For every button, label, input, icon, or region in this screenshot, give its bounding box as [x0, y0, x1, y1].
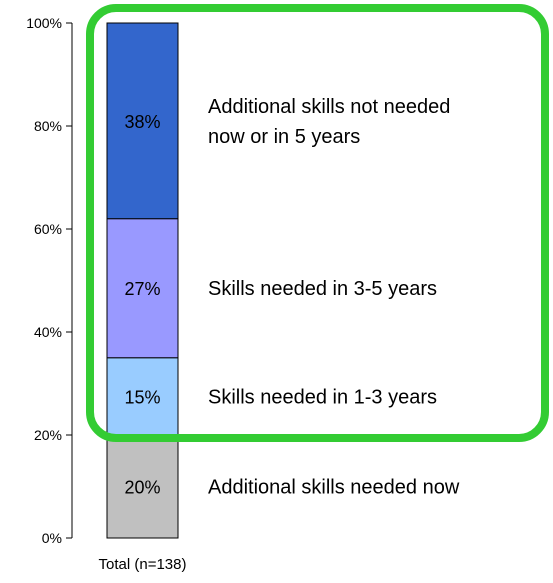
x-category-label: Total (n=138): [99, 556, 187, 573]
highlight-box: [86, 4, 549, 442]
annotation-3-line-1: Skills needed in 1-3 years: [208, 386, 437, 408]
data-label-2: 15%: [124, 387, 160, 407]
y-axis: 0% 20% 40% 60% 80% 100% Total (n=138): [26, 15, 186, 573]
data-labels-layer: 20% 15% 27% 38%: [124, 112, 160, 498]
y-tick-label-2: 40%: [34, 324, 62, 340]
y-tick-label-0: 0%: [42, 530, 62, 546]
annotation-2-line-1: Skills needed in 3-5 years: [208, 278, 437, 300]
data-label-1: 20%: [124, 478, 160, 498]
y-tick-label-5: 100%: [26, 15, 62, 31]
y-tick-label-4: 80%: [34, 118, 62, 134]
bar-segment-4: [106, 22, 179, 220]
highlight-layer: [86, 4, 549, 442]
bar-segment-2: [106, 357, 179, 436]
y-tick-label-3: 60%: [34, 221, 62, 237]
y-tick-label-1: 20%: [34, 427, 62, 443]
data-label-4: 38%: [124, 112, 160, 132]
annotation-1-line-2: now or in 5 years: [208, 126, 360, 148]
data-label-3: 27%: [124, 279, 160, 299]
bar-segment-1: [106, 434, 179, 539]
annotation-1-line-1: Additional skills not needed: [208, 96, 450, 118]
bars-layer: [106, 22, 179, 539]
annotation-4-line-1: Additional skills needed now: [208, 477, 460, 499]
annotations-layer: Additional skills not needed now or in 5 …: [208, 96, 460, 499]
